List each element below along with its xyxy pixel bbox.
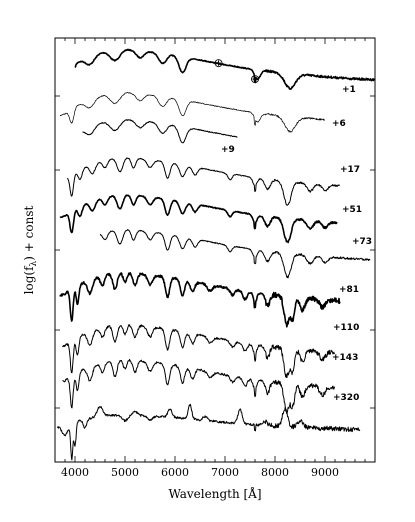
epoch-label: +73	[352, 237, 372, 247]
epoch-label: +320	[333, 393, 359, 403]
epoch-labels: +1 +6 +9 +17 +51 +73 +81 +110 +143 +320	[221, 85, 372, 403]
epoch-label: +6	[332, 119, 346, 129]
plot-frame	[54, 37, 376, 463]
x-tick-label: 4000	[61, 466, 89, 479]
telluric-symbol: ⊕	[250, 72, 260, 86]
spectrum-line	[59, 194, 338, 244]
spectrum-line	[59, 92, 325, 133]
x-tick-label: 5000	[111, 466, 139, 479]
x-tick-label: 7000	[211, 466, 239, 479]
spectrum-line	[62, 358, 336, 414]
spectrum-line	[99, 229, 371, 279]
spectrum-line	[67, 157, 340, 206]
spectrum-line	[74, 48, 376, 90]
epoch-label: +110	[333, 323, 359, 333]
epoch-label: +17	[340, 165, 360, 175]
spectra-group	[57, 48, 376, 461]
x-tick-label: 6000	[161, 466, 189, 479]
axis-ticks: 4000 5000 6000 7000 8000 9000	[55, 38, 376, 479]
epoch-label: +143	[332, 353, 358, 363]
x-axis-title: Wavelength [Å]	[168, 486, 261, 501]
spectrum-line	[59, 272, 341, 328]
telluric-symbol: ⊕	[213, 56, 223, 70]
spectrum-line	[62, 324, 336, 378]
y-axis-title: log(fλ) + const	[22, 206, 39, 295]
x-tick-label: 8000	[261, 466, 289, 479]
epoch-label: +9	[221, 145, 235, 155]
epoch-label: +51	[342, 205, 362, 215]
x-tick-label: 9000	[311, 466, 339, 479]
epoch-label: +1	[342, 85, 356, 95]
epoch-label: +81	[339, 285, 359, 295]
spectrum-line	[82, 119, 238, 144]
telluric-markers: ⊕⊕	[213, 56, 260, 86]
spectrum-line	[57, 403, 361, 461]
